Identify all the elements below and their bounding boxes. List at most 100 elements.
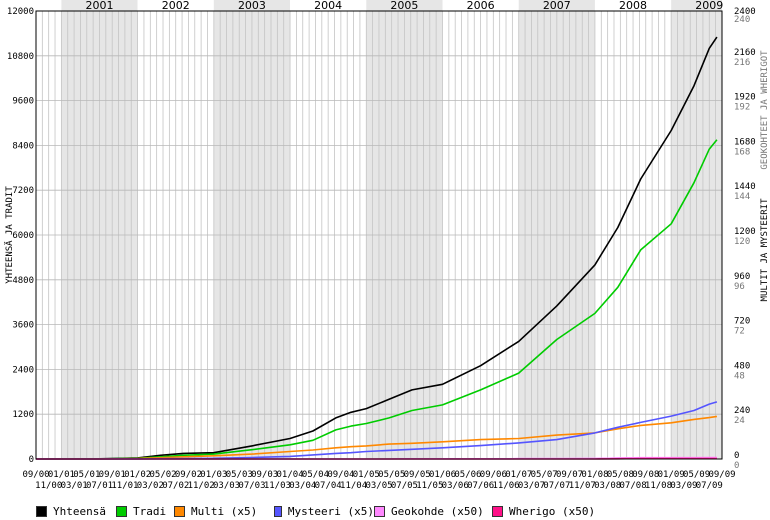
- x-tick-label: 07/08: [620, 481, 647, 491]
- y-right-grey-tick: 240: [734, 15, 750, 25]
- x-tick-label: 03/03: [213, 481, 240, 491]
- year-label: 2006: [467, 0, 495, 12]
- x-tick-label: 11/04: [340, 481, 367, 491]
- legend-swatch: [36, 505, 47, 517]
- x-tick-label: 07/04: [315, 481, 342, 491]
- x-tick-label: 01/07: [505, 470, 532, 480]
- legend-label: Geokohde (x50): [391, 504, 484, 518]
- x-tick-label: 09/09: [708, 470, 735, 480]
- x-tick-label: 09/03: [251, 470, 278, 480]
- legend-item: Mysteeri (x5): [274, 505, 374, 518]
- x-tick-label: 01/09: [658, 470, 685, 480]
- x-tick-label: 09/00: [22, 470, 49, 480]
- y-right-tick: 480: [734, 361, 750, 371]
- y-left-tick: 7200: [12, 186, 34, 196]
- y-right-grey-tick: 216: [734, 58, 750, 68]
- x-tick-label: 11/06: [492, 481, 519, 491]
- y-right-tick: 1440: [734, 182, 756, 192]
- chart: 2001 2002 2003 2004 2005 2006 2007 2008 2009 0 120…: [4, 0, 770, 491]
- x-tick-label: 05/07: [531, 470, 558, 480]
- y-right-tick: 240: [734, 406, 750, 416]
- x-tick-label: 01/04: [277, 470, 304, 480]
- legend-item: Geokohde (x50): [374, 505, 492, 518]
- x-tick-label: 05/04: [302, 470, 329, 480]
- x-tick-label: 07/06: [467, 481, 494, 491]
- legend: Yhteensä Tradi Multi (x5) Mysteeri (x5) Geok…: [36, 502, 766, 520]
- x-tick-label: 09/04: [327, 470, 354, 480]
- year-label: 2009: [695, 0, 723, 12]
- y-left-tick: 9600: [12, 97, 34, 107]
- legend-swatch: [274, 505, 282, 517]
- y-left-tick: 12000: [7, 7, 34, 17]
- y-left-tick: 8400: [12, 141, 34, 151]
- y-left-axis-title: YHTEENSÄ JA TRADIT: [4, 186, 15, 284]
- y-left-tick: 3600: [12, 321, 34, 331]
- x-tick-label: 01/02: [124, 470, 151, 480]
- legend-label: Yhteensä: [53, 504, 106, 518]
- x-tick-label: 03/02: [137, 481, 164, 491]
- x-tick-label: 11/08: [645, 481, 672, 491]
- legend-swatch: [492, 505, 503, 517]
- y-left-tick: 0: [29, 455, 34, 465]
- year-label: 2002: [162, 0, 190, 12]
- year-label: 2005: [390, 0, 418, 12]
- x-tick-label: 09/05: [404, 470, 431, 480]
- year-label: 2001: [85, 0, 113, 12]
- x-tick-label: 01/08: [581, 470, 608, 480]
- y-right-axis-title: MULTIT JA MYSTEERIT: [760, 198, 770, 302]
- legend-label: Mysteeri (x5): [287, 504, 374, 518]
- x-tick-label: 09/07: [556, 470, 583, 480]
- x-tick-label: 05/09: [683, 470, 710, 480]
- y-right-tick: 0: [734, 451, 739, 461]
- y-right-grey-tick: 168: [734, 147, 750, 157]
- series-line-0: [36, 36, 718, 460]
- year-label: 2007: [543, 0, 571, 12]
- y-right-grey-tick: 0: [734, 461, 739, 471]
- plot-frame: [35, 10, 723, 460]
- series-line-1: [36, 139, 718, 460]
- x-tick-label: 07/01: [86, 481, 113, 491]
- x-tick-label: 01/06: [429, 470, 456, 480]
- y-right-tick: 720: [734, 317, 750, 327]
- y-left-tick: 2400: [12, 365, 34, 375]
- y-right-grey-tick: 192: [734, 103, 750, 113]
- x-tick-label: 11/07: [569, 481, 596, 491]
- legend-item: Wherigo (x50): [492, 505, 602, 518]
- y-right-tick: 2160: [734, 48, 756, 58]
- x-tick-label: 03/07: [518, 481, 545, 491]
- x-tick-label: 03/09: [670, 481, 697, 491]
- y-left-tick: 6000: [12, 231, 34, 241]
- y-right-tick: 2400: [734, 7, 756, 17]
- x-tick-label: 09/08: [632, 470, 659, 480]
- legend-swatch: [116, 505, 127, 517]
- x-tick-label: 11/05: [416, 481, 443, 491]
- y-right-tick: 960: [734, 272, 750, 282]
- x-tick-label: 05/08: [607, 470, 634, 480]
- y-right-grey-tick: 48: [734, 371, 745, 381]
- x-tick-label: 01/05: [353, 470, 380, 480]
- x-tick-label: 11/03: [264, 481, 291, 491]
- legend-item: Multi (x5): [174, 505, 274, 518]
- x-tick-label: 05/02: [149, 470, 176, 480]
- x-tick-label: 09/02: [175, 470, 202, 480]
- y-right-grey-tick: 120: [734, 237, 750, 247]
- y-right-grey-tick: 144: [734, 192, 750, 202]
- x-tick-label: 05/01: [73, 470, 100, 480]
- x-tick-label: 03/05: [365, 481, 392, 491]
- legend-item: Yhteensä: [36, 505, 116, 518]
- x-tick-label: 03/06: [442, 481, 469, 491]
- x-tick-label: 03/08: [594, 481, 621, 491]
- y-right-tick: 1920: [734, 93, 756, 103]
- y-left-tick: 4800: [12, 276, 34, 286]
- x-tick-label: 07/03: [238, 481, 265, 491]
- x-tick-label: 07/09: [696, 481, 723, 491]
- x-tick-label: 03/04: [289, 481, 316, 491]
- y-left-tick: 1200: [12, 410, 34, 420]
- y-right-grey-axis-title: GEOKOHTEET JA WHERIGOT: [760, 50, 770, 170]
- y-right-grey-tick: 24: [734, 416, 745, 426]
- x-tick-label: 07/05: [391, 481, 418, 491]
- x-tick-label: 07/02: [162, 481, 189, 491]
- year-label: 2004: [314, 0, 342, 12]
- x-tick-label: 01/03: [200, 470, 227, 480]
- legend-item: Tradi: [116, 505, 174, 518]
